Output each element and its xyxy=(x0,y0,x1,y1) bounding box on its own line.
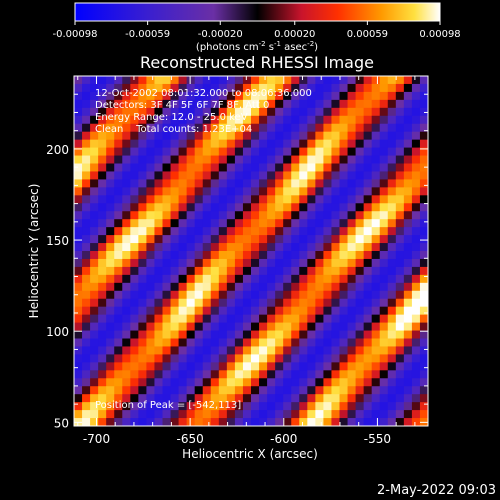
x-tick-label: -700 xyxy=(83,432,110,446)
y-tick-label: 100 xyxy=(46,325,69,339)
colorbar: -0.00098 -0.00059 -0.00020 0.00020 0.00059 0.… xyxy=(53,2,461,53)
colorbar-tick-label: -0.00059 xyxy=(125,29,170,40)
colorbar-ticks: -0.00098 -0.00059 -0.00020 0.00020 0.00059 0.… xyxy=(53,21,461,40)
annotations: 12-Oct-2002 08:01:32.000 to 08:06:36.000… xyxy=(95,88,312,411)
annotation-energy: Energy Range: 12.0 - 25.0 keV xyxy=(95,112,248,123)
footer-timestamp: 2-May-2022 09:03 xyxy=(377,483,496,498)
annotation-clean: Clean Total counts: 1.23E+04 xyxy=(95,124,252,135)
axis-ticks: -700 -650 -600 -550 50 100 150 200 xyxy=(46,76,428,446)
colorbar-units-label: (photons cm-2 s-1 asec-2) xyxy=(196,40,318,53)
colorbar-tick-label: -0.00020 xyxy=(198,29,243,40)
annotation-time: 12-Oct-2002 08:01:32.000 to 08:06:36.000 xyxy=(95,88,312,99)
colorbar-tick-label: 0.00098 xyxy=(419,29,460,40)
x-tick-label: -650 xyxy=(177,432,204,446)
y-tick-label: 150 xyxy=(46,234,69,248)
x-axis-label: Heliocentric X (arcsec) xyxy=(182,447,318,461)
plot-frame xyxy=(73,75,429,427)
colorbar-tick-label: 0.00020 xyxy=(274,29,315,40)
heatmap-image xyxy=(74,76,428,426)
y-tick-label: 50 xyxy=(54,416,69,430)
y-axis-label: Heliocentric Y (arcsec) xyxy=(27,184,41,319)
colorbar-tick-label: -0.00098 xyxy=(53,29,98,40)
colorbar-gradient xyxy=(74,2,441,22)
y-tick-label: 200 xyxy=(46,143,69,157)
x-tick-label: -550 xyxy=(364,432,391,446)
chart-title: Reconstructed RHESSI Image xyxy=(140,53,374,72)
annotation-detectors: Detectors: 3F 4F 5F 6F 7F 8F, Att 0 xyxy=(95,100,269,111)
annotation-peak: Position of Peak = [-542,113] xyxy=(95,400,241,411)
colorbar-tick-label: 0.00059 xyxy=(347,29,388,40)
x-tick-label: -600 xyxy=(270,432,297,446)
